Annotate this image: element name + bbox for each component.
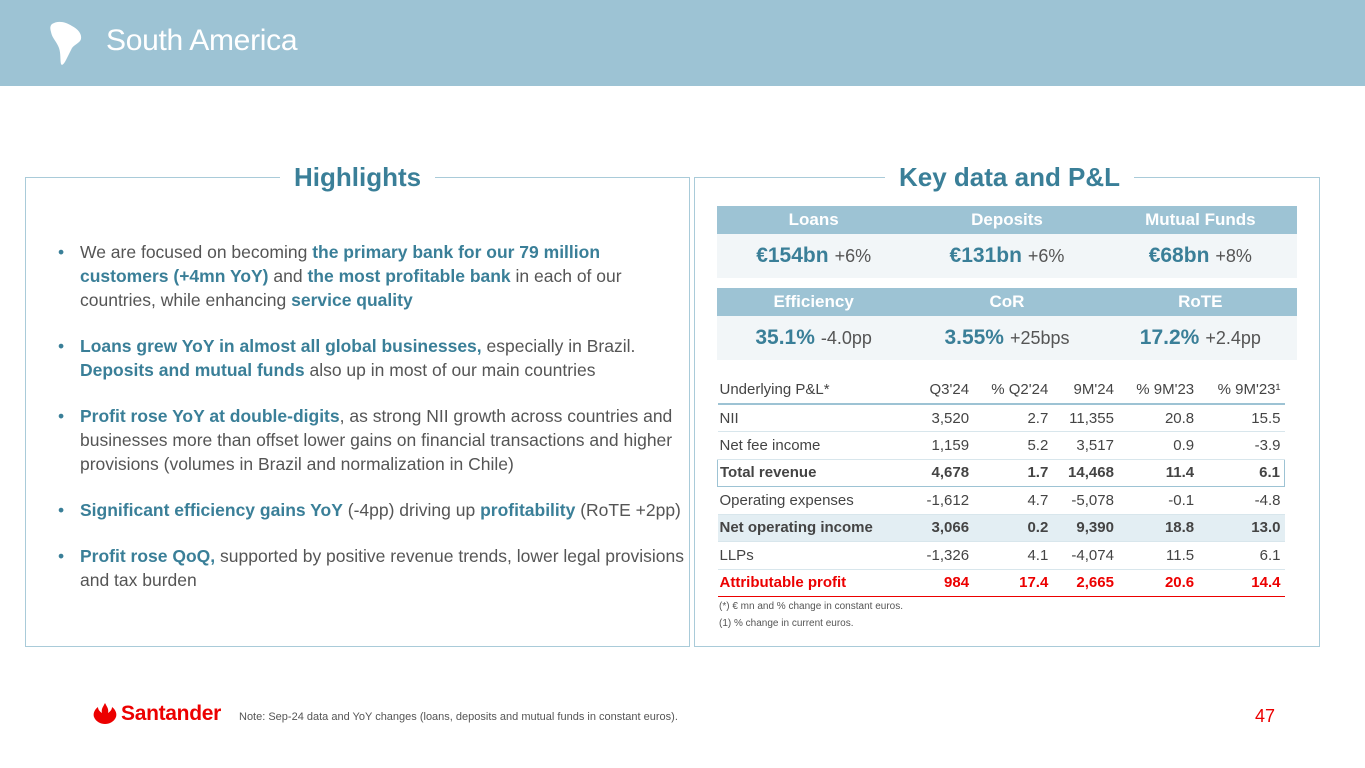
pl-header-row: Underlying P&L* Q3'24 % Q2'24 9M'24 % 9M… [717,376,1285,405]
table-cell: 9,390 [1052,514,1118,542]
row-label: Net fee income [717,431,912,460]
table-cell: 11.5 [1117,541,1199,570]
table-cell: 4,678 [911,458,974,487]
highlights-panel: Highlights We are focused on becoming th… [25,162,690,647]
table-cell: 0.2 [973,514,1053,542]
table-cell: 15.5 [1198,404,1285,432]
kpi-label-loans: Loans [788,210,839,229]
row-label: Total revenue [716,458,912,487]
kpi-block-ratios: Efficiency CoR RoTE 35.1% -4.0pp 3.55% +25… [717,288,1297,360]
table-cell: 984 [911,569,974,597]
kpi-rote: 17.2% +2.4pp [1139,326,1261,349]
table-cell: 0.9 [1117,431,1199,460]
table-cell: 14.4 [1198,569,1285,597]
table-row: LLPs -1,326 4.1 -4,074 11.5 6.1 [717,541,1285,570]
pl-col-label: Underlying P&L* [717,376,912,405]
table-row-attributable-profit: Attributable profit 984 17.4 2,665 20.6 14.4 [717,569,1285,597]
table-cell: 11,355 [1052,404,1118,432]
table-cell: -1,612 [911,486,974,515]
kpi-efficiency: 35.1% -4.0pp [755,326,872,349]
table-cell: 2.7 [973,404,1053,432]
table-row: NII 3,520 2.7 11,355 20.8 15.5 [717,404,1285,432]
table-cell: 6.1 [1198,541,1285,570]
table-cell: 17.4 [973,569,1053,597]
highlights-list: We are focused on becoming the primary b… [56,240,686,614]
table-cell: 18.8 [1117,514,1199,542]
table-row: Net fee income 1,159 5.2 3,517 0.9 -3.9 [717,431,1285,460]
page-number: 47 [1255,706,1276,726]
pl-footnote-current: (1) % change in current euros. [719,618,854,629]
table-cell: -1,326 [911,541,974,570]
table-row-total-revenue: Total revenue 4,678 1.7 14,468 11.4 6.1 [716,458,1286,487]
kpi-cor: 3.55% +25bps [944,326,1070,349]
table-cell: 3,520 [911,404,974,432]
row-label: Operating expenses [717,486,912,515]
footer-note: Note: Sep-24 data and YoY changes (loans… [239,711,678,723]
table-cell: 5.2 [973,431,1053,460]
table-cell: -0.1 [1117,486,1199,515]
kpi-loans: €154bn +6% [756,244,872,267]
table-cell: 20.8 [1117,404,1199,432]
table-row-net-operating-income: Net operating income 3,066 0.2 9,390 18.8 13.… [717,514,1285,542]
kpi-values-row: €154bn +6% €131bn +6% €68bn +8% [717,234,1297,278]
table-cell: 4.1 [973,541,1053,570]
kpi-label-mutual-funds: Mutual Funds [1145,210,1256,229]
page-title: South America [106,24,298,57]
table-cell: 11.4 [1117,458,1199,487]
brand-name: Santander [121,702,221,725]
kpi-block-volumes: Loans Deposits Mutual Funds €154bn +6% €1… [717,206,1297,278]
table-cell: 2,665 [1052,569,1118,597]
pl-col-9m-change-current: % 9M'23¹ [1198,376,1285,405]
kpi-values-row: 35.1% -4.0pp 3.55% +25bps 17.2% +2.4pp [717,316,1297,360]
key-data-title: Key data and P&L [885,162,1135,192]
table-cell: -4.8 [1198,486,1285,515]
flame-icon [93,703,117,724]
kpi-label-rote: RoTE [1178,292,1223,311]
table-cell: -3.9 [1198,431,1285,460]
table-cell: -4,074 [1052,541,1118,570]
table-cell: 3,517 [1052,431,1118,460]
table-cell: 4.7 [973,486,1053,515]
pl-col-9m-change: % 9M'23 [1117,376,1199,405]
santander-logo: Santander [92,702,221,726]
south-america-map-icon [50,21,82,65]
kpi-header-row: Efficiency CoR RoTE [717,288,1297,316]
table-cell: -5,078 [1052,486,1118,515]
kpi-label-deposits: Deposits [971,210,1043,229]
row-label: LLPs [717,541,912,570]
row-label: Net operating income [717,514,912,542]
row-label: Attributable profit [717,569,912,597]
pl-footnote-constant: (*) € mn and % change in constant euros. [719,601,903,612]
page-header: South America [0,0,1365,86]
highlight-item-4: Significant efficiency gains YoY (-4pp) … [56,498,686,522]
highlight-item-2: Loans grew YoY in almost all global busi… [56,334,686,382]
table-cell: 1,159 [911,431,974,460]
kpi-header-row: Loans Deposits Mutual Funds [717,206,1297,234]
row-label: NII [717,404,912,432]
table-cell: 14,468 [1052,458,1118,487]
table-cell: 3,066 [911,514,974,542]
pl-col-q3: Q3'24 [911,376,974,405]
table-cell: 13.0 [1198,514,1285,542]
kpi-deposits: €131bn +6% [949,244,1065,267]
table-row: Operating expenses -1,612 4.7 -5,078 -0.1 -4.… [717,486,1285,515]
highlight-item-1: We are focused on becoming the primary b… [56,240,686,312]
kpi-mutual-funds: €68bn +8% [1148,244,1252,267]
table-cell: 6.1 [1198,458,1286,487]
key-data-panel: Key data and P&L Loans Deposits Mutual F… [694,162,1320,647]
table-cell: 1.7 [973,458,1053,487]
highlight-item-5: Profit rose QoQ, supported by positive r… [56,544,686,592]
pl-col-q2-change: % Q2'24 [973,376,1053,405]
kpi-label-cor: CoR [989,292,1025,311]
pl-table: Underlying P&L* Q3'24 % Q2'24 9M'24 % 9M… [716,376,1286,597]
highlight-item-3: Profit rose YoY at double-digits, as str… [56,404,686,476]
highlights-title: Highlights [280,162,436,192]
table-cell: 20.6 [1117,569,1199,597]
kpi-label-efficiency: Efficiency [773,292,854,311]
pl-col-9m: 9M'24 [1052,376,1118,405]
